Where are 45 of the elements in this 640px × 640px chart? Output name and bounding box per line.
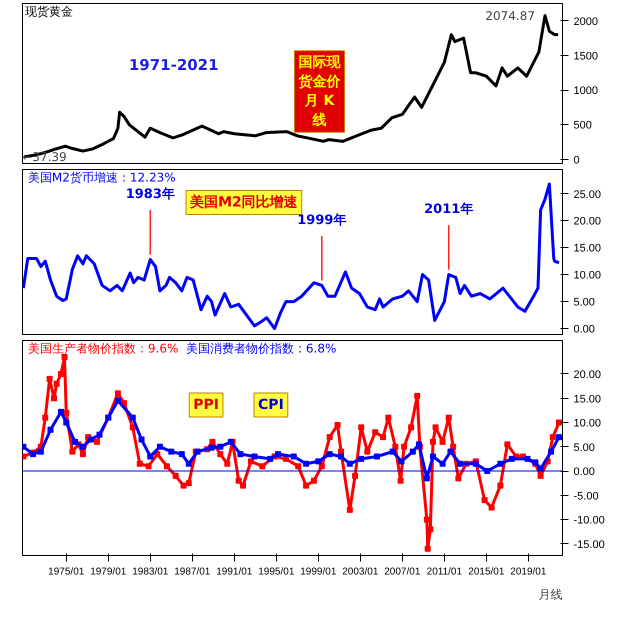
x-tick-label: 2011/01 bbox=[426, 566, 462, 578]
annotation: 国际现货金价月 K线 bbox=[298, 54, 342, 128]
y-tick-label: 1000 bbox=[574, 85, 598, 98]
y-tick-label: 10.00 bbox=[574, 418, 602, 430]
y-tick-label: -15.00 bbox=[574, 538, 605, 551]
x-tick-label: 1999/01 bbox=[300, 566, 337, 578]
annotation: 2011年 bbox=[424, 202, 474, 218]
text: 美国消费者物价指数：6.8% bbox=[186, 342, 336, 356]
y-tick-label: 5.00 bbox=[574, 296, 595, 309]
y-tick-label: 0 bbox=[574, 154, 580, 166]
x-tick-label: 1975/01 bbox=[48, 566, 85, 578]
chart-title: 现货黄金 bbox=[25, 4, 74, 18]
x-tick-label: 1983/01 bbox=[132, 566, 169, 578]
y-tick-label: 500 bbox=[574, 120, 592, 132]
annotation: 1999年 bbox=[297, 212, 346, 228]
y-tick-label: 15.00 bbox=[574, 242, 602, 255]
x-tick-label: 1987/01 bbox=[174, 566, 211, 578]
y-tick-label: 25.00 bbox=[574, 188, 602, 201]
y-tick-label: 20.00 bbox=[574, 368, 602, 381]
y-tick-label: 5.00 bbox=[574, 442, 595, 454]
y-tick-label: 15.00 bbox=[574, 393, 602, 406]
y-tick-label: -5.00 bbox=[574, 490, 599, 502]
annotation: CPI bbox=[258, 397, 284, 413]
x-tick-label: 2007/01 bbox=[384, 566, 421, 578]
y-tick-label: 0.00 bbox=[574, 466, 595, 478]
x-tick-label: 1995/01 bbox=[258, 566, 295, 578]
y-tick-label: 2000 bbox=[574, 16, 598, 28]
text: 美国生产者物价指数：9.6% bbox=[28, 342, 178, 356]
y-tick-label: 20.00 bbox=[574, 216, 602, 228]
text: 月线 bbox=[538, 588, 562, 602]
annotation: 1983年 bbox=[126, 187, 175, 202]
text: 美国M2货币增速：12.23% bbox=[28, 170, 176, 184]
y-tick-label: 10.00 bbox=[574, 270, 602, 282]
annotation: PPI bbox=[193, 397, 219, 413]
x-tick-label: 1991/01 bbox=[216, 566, 253, 578]
annotation: 2074.87 bbox=[485, 9, 535, 24]
x-tick-label: 2019/01 bbox=[510, 566, 547, 578]
x-tick-label: 2015/01 bbox=[468, 566, 505, 578]
annotation: 美国M2同比增速 bbox=[189, 194, 299, 210]
annotation: 1971-2021 bbox=[128, 56, 219, 74]
y-tick-label: 1500 bbox=[574, 50, 598, 62]
y-tick-label: -10.00 bbox=[574, 514, 605, 527]
y-tick-label: 0.00 bbox=[574, 324, 595, 336]
x-tick-label: 2003/01 bbox=[342, 566, 379, 578]
x-tick-label: 1979/01 bbox=[90, 566, 127, 578]
